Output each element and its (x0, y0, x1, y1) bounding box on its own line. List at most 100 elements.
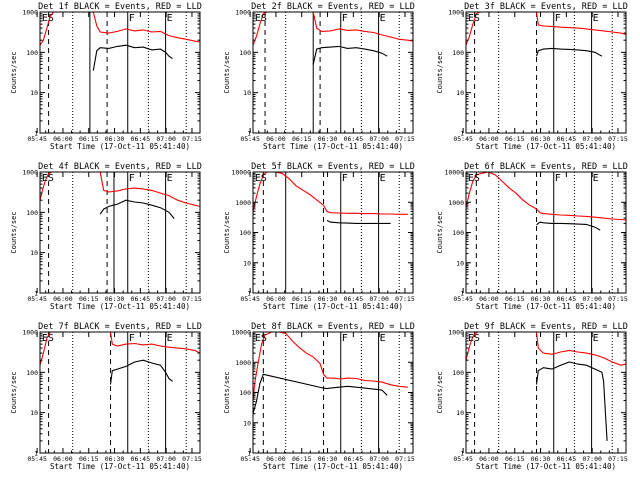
x-tick-label: 05:45 (27, 455, 47, 463)
x-axis-label: Start Time (17-Oct-11 05:41:40) (50, 462, 190, 471)
flag-label: F (555, 173, 561, 184)
flag-label: E (167, 173, 173, 184)
y-tick-label: 100 (452, 49, 464, 57)
series-red-lld (39, 171, 201, 207)
x-tick-label: 06:00 (53, 295, 73, 303)
flag-label: ES (468, 13, 480, 24)
x-tick-label: 07:15 (608, 295, 628, 303)
flag-label: ES (42, 173, 54, 184)
flag-label: F (555, 13, 561, 24)
series-black-events (312, 45, 388, 65)
x-tick-label: 07:00 (582, 135, 602, 143)
y-axis-label: Counts/sec (223, 211, 231, 253)
plot-frame (252, 171, 414, 294)
x-axis-label: Start Time (17-Oct-11 05:41:40) (263, 302, 403, 311)
y-tick-label: 10 (30, 249, 38, 257)
y-tick-label: 1 (34, 450, 38, 458)
series-black-events (536, 221, 601, 231)
series-black-events (535, 47, 603, 57)
y-tick-label: 10 (30, 409, 38, 417)
y-tick-label: 1000 (448, 329, 464, 337)
series-black-events (99, 199, 175, 219)
x-tick-label: 06:15 (505, 135, 525, 143)
y-tick-label: 1000 (448, 199, 464, 207)
y-tick-label: 10000 (231, 169, 251, 177)
x-tick-label: 06:45 (344, 295, 364, 303)
chart-title: Det 9f BLACK = Events, RED = LLD (464, 322, 628, 332)
y-tick-label: 1 (34, 130, 38, 138)
x-tick-label: 06:00 (266, 295, 286, 303)
x-tick-label: 06:00 (53, 455, 73, 463)
x-tick-label: 07:15 (182, 295, 202, 303)
y-tick-label: 1 (34, 290, 38, 298)
x-tick-label: 06:45 (131, 455, 151, 463)
x-axis-label: Start Time (17-Oct-11 05:41:40) (476, 302, 616, 311)
flag-label: E (380, 333, 386, 344)
flag-label: F (129, 173, 135, 184)
x-tick-label: 06:15 (505, 295, 525, 303)
x-tick-label: 06:30 (318, 455, 338, 463)
flag-label: F (342, 173, 348, 184)
x-tick-label: 07:15 (608, 455, 628, 463)
x-tick-label: 06:30 (531, 455, 551, 463)
y-axis-label: Counts/sec (436, 51, 444, 93)
series-red-lld (39, 331, 201, 366)
x-axis-label: Start Time (17-Oct-11 05:41:40) (476, 462, 616, 471)
x-tick-label: 05:45 (27, 295, 47, 303)
x-axis-label: Start Time (17-Oct-11 05:41:40) (476, 142, 616, 151)
x-tick-label: 07:15 (182, 135, 202, 143)
plot-frame (252, 11, 414, 134)
y-tick-label: 1 (247, 450, 251, 458)
series-black-events (109, 359, 173, 385)
y-tick-label: 100 (26, 49, 38, 57)
x-tick-label: 06:15 (79, 295, 99, 303)
x-tick-label: 06:00 (479, 295, 499, 303)
x-tick-label: 06:30 (318, 295, 338, 303)
x-tick-label: 06:15 (292, 135, 312, 143)
y-tick-label: 10 (243, 419, 251, 427)
x-tick-label: 06:30 (105, 135, 125, 143)
y-tick-label: 100 (452, 229, 464, 237)
y-tick-label: 100 (26, 369, 38, 377)
plot-frame (39, 331, 201, 454)
y-axis-label: Counts/sec (10, 51, 18, 93)
y-tick-label: 1000 (22, 9, 38, 17)
x-tick-label: 07:15 (608, 135, 628, 143)
x-tick-label: 07:00 (582, 455, 602, 463)
flag-label: E (593, 173, 599, 184)
x-tick-label: 06:45 (344, 455, 364, 463)
y-tick-label: 100 (452, 369, 464, 377)
x-tick-label: 06:15 (79, 455, 99, 463)
y-tick-label: 1 (247, 290, 251, 298)
x-tick-label: 07:00 (369, 455, 389, 463)
y-axis-label: Counts/sec (10, 371, 18, 413)
x-tick-label: 07:00 (156, 135, 176, 143)
flag-label: ES (255, 333, 267, 344)
chart-title: Det 4f BLACK = Events, RED = LLD (38, 162, 202, 172)
x-tick-label: 07:00 (156, 295, 176, 303)
flag-label: ES (255, 173, 267, 184)
flag-label: F (342, 333, 348, 344)
series-black-events (252, 373, 388, 414)
flag-label: ES (42, 333, 54, 344)
x-tick-label: 06:45 (557, 455, 577, 463)
x-tick-label: 05:45 (240, 455, 260, 463)
x-tick-label: 06:45 (344, 135, 364, 143)
flag-label: E (167, 333, 173, 344)
y-tick-label: 1000 (22, 329, 38, 337)
x-tick-label: 06:15 (292, 295, 312, 303)
series-red-lld (39, 11, 201, 46)
x-tick-label: 07:15 (395, 455, 415, 463)
y-tick-label: 100 (26, 209, 38, 217)
x-tick-label: 06:00 (53, 135, 73, 143)
y-tick-label: 1000 (235, 9, 251, 17)
y-tick-label: 10000 (231, 329, 251, 337)
y-axis-label: Counts/sec (223, 51, 231, 93)
